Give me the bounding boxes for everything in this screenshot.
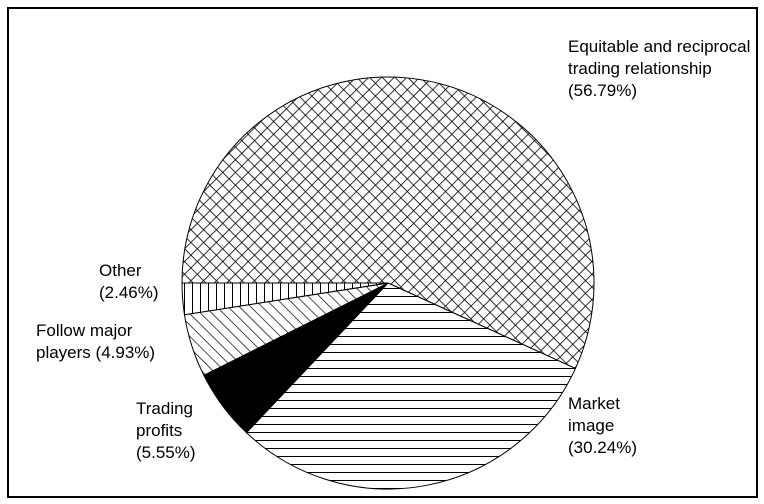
slice-label: Other (2.46%) [99,260,169,304]
slice-label: Trading profits (5.55%) [136,398,211,464]
slice-label: Market image (30.24%) [568,393,658,459]
slice-label: Follow major players (4.93%) [36,320,186,364]
value-label: (4.93%) [95,343,156,362]
category-label: Other [99,261,142,280]
category-label: Trading profits [136,399,194,440]
pie-slice [181,76,595,370]
category-label: Equitable and reciprocal trading relatio… [568,37,751,78]
value-label: (2.46%) [99,283,159,302]
value-label: (56.79%) [568,81,637,100]
category-label: Market image [568,394,620,435]
frame [7,7,758,498]
category-label: Follow major players [36,321,133,362]
pie-slice [181,282,389,316]
value-label: (5.55%) [136,443,196,462]
slice-label: Equitable and reciprocal trading relatio… [568,36,758,102]
pie-slice [245,282,577,490]
value-label: (30.24%) [568,438,637,457]
